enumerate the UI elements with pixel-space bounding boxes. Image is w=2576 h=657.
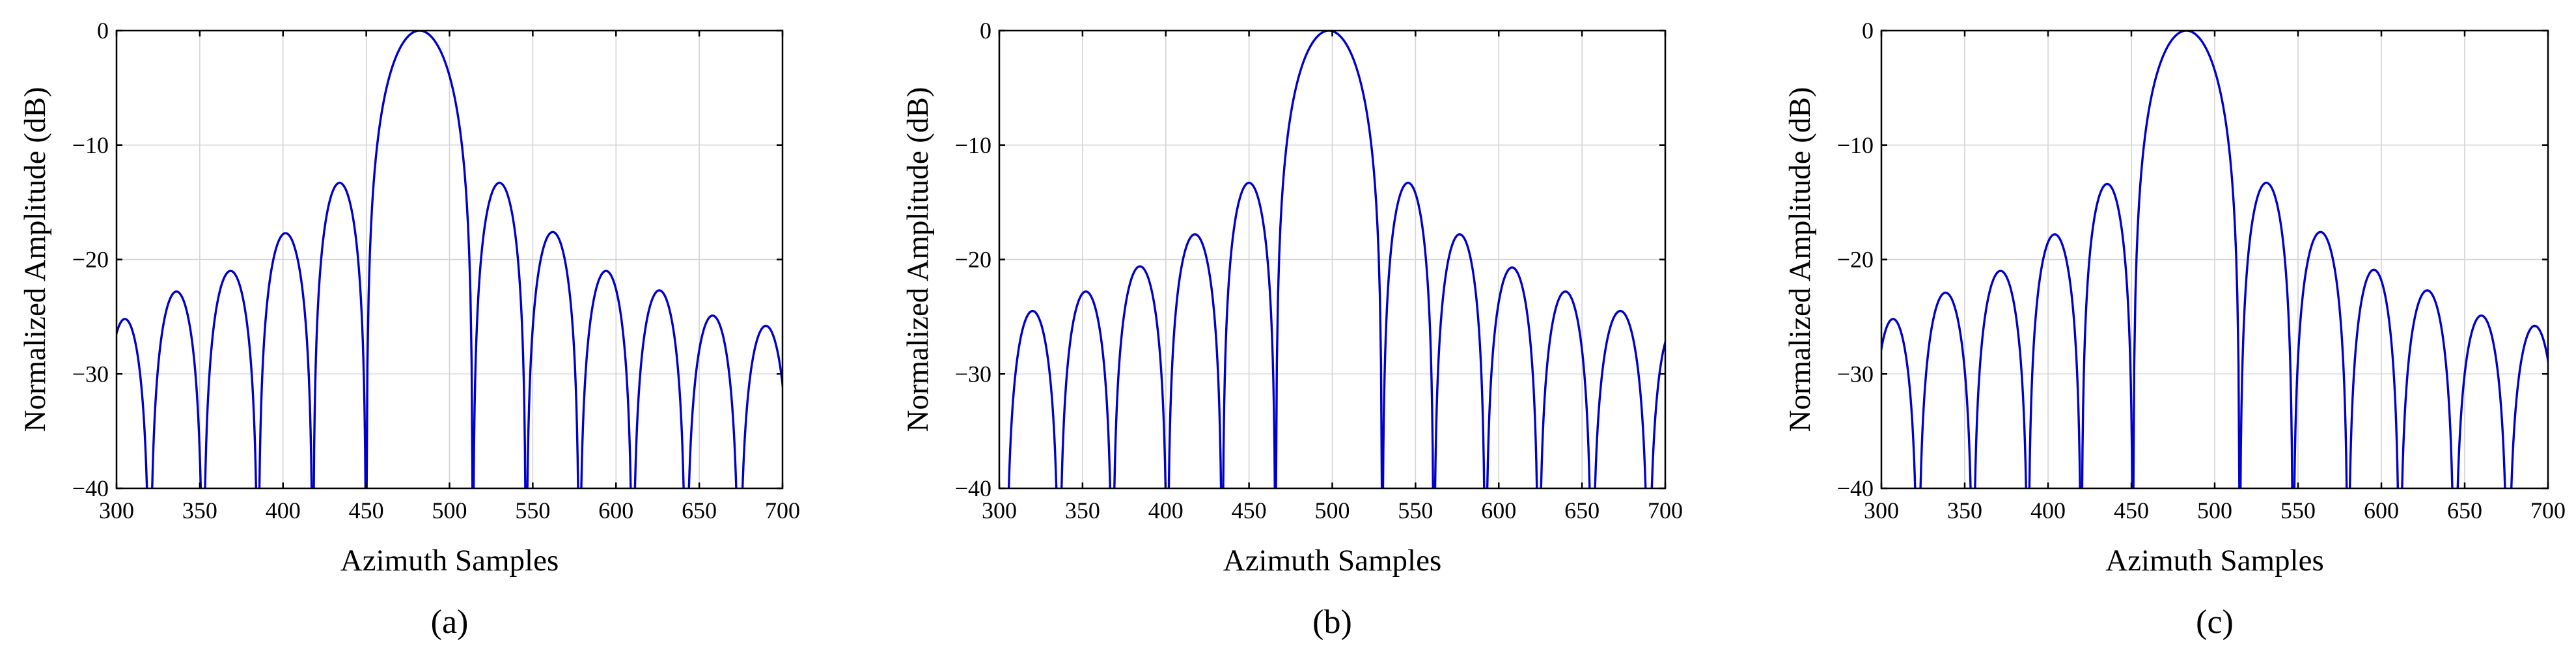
y-tick-label: 0 (97, 18, 109, 44)
x-tick-label: 600 (2364, 497, 2399, 524)
x-tick-label: 650 (2447, 497, 2482, 524)
x-tick-label: 500 (432, 497, 467, 524)
x-tick-label: 300 (99, 497, 134, 524)
x-tick-label: 400 (2030, 497, 2066, 524)
series-line-a (117, 31, 782, 488)
y-axis-title: Normalized Amplitude (dB) (18, 87, 52, 432)
x-tick-label: 700 (2530, 497, 2566, 524)
x-axis-title: Azimuth Samples (1223, 544, 1442, 578)
x-tick-label: 450 (2114, 497, 2149, 524)
x-tick-label: 500 (2197, 497, 2232, 524)
x-tick-label: 350 (1947, 497, 1982, 524)
y-tick-label: −10 (955, 132, 991, 158)
x-tick-label: 300 (982, 497, 1017, 524)
x-tick-label: 500 (1315, 497, 1350, 524)
panel-caption: (c) (2196, 604, 2234, 641)
x-tick-label: 450 (1232, 497, 1267, 524)
x-tick-label: 550 (515, 497, 550, 524)
x-tick-label: 650 (1564, 497, 1600, 524)
y-tick-label: 0 (1862, 18, 1874, 44)
x-axis-title: Azimuth Samples (340, 544, 559, 578)
y-tick-label: −40 (1837, 475, 1874, 501)
x-tick-label: 700 (1648, 497, 1683, 524)
y-tick-label: −20 (72, 247, 109, 273)
chart-panel-c: 300 350 400 450 500 550 600 650 700 0 −10 −20 −30 −40… (1783, 18, 2566, 641)
x-tick-label: 300 (1864, 497, 1899, 524)
y-tick-label: −20 (1837, 247, 1874, 273)
x-tick-label: 600 (598, 497, 633, 524)
y-tick-label: −40 (72, 475, 109, 501)
x-tick-label: 400 (1148, 497, 1184, 524)
y-tick-label: 0 (980, 18, 991, 44)
x-tick-label: 350 (1065, 497, 1100, 524)
x-tick-label: 350 (182, 497, 217, 524)
series-line-b (1007, 31, 1665, 488)
y-axis-title: Normalized Amplitude (dB) (901, 87, 935, 432)
panel-caption: (b) (1312, 604, 1352, 641)
y-tick-label: −10 (1837, 132, 1874, 158)
x-axis-title: Azimuth Samples (2105, 544, 2324, 578)
y-tick-label: −40 (955, 475, 991, 501)
x-tick-label: 650 (682, 497, 717, 524)
y-axis-title: Normalized Amplitude (dB) (1783, 87, 1817, 432)
y-tick-label: −30 (72, 361, 109, 387)
y-tick-label: −20 (955, 247, 991, 273)
y-tick-label: −30 (955, 361, 991, 387)
y-tick-label: −10 (72, 132, 109, 158)
x-tick-label: 450 (349, 497, 384, 524)
x-tick-label: 400 (266, 497, 301, 524)
x-tick-label: 550 (2280, 497, 2316, 524)
x-tick-label: 550 (1398, 497, 1433, 524)
x-tick-label: 600 (1481, 497, 1516, 524)
y-tick-label: −30 (1837, 361, 1874, 387)
x-tick-label: 700 (765, 497, 800, 524)
panel-caption: (a) (431, 604, 469, 641)
chart-panel-a: 300 350 400 450 500 550 600 650 700 0 −10 −20 −30 −40… (18, 18, 800, 641)
chart-panel-b: 300 350 400 450 500 550 600 650 700 0 −10 −20 −30 −40… (901, 18, 1683, 641)
